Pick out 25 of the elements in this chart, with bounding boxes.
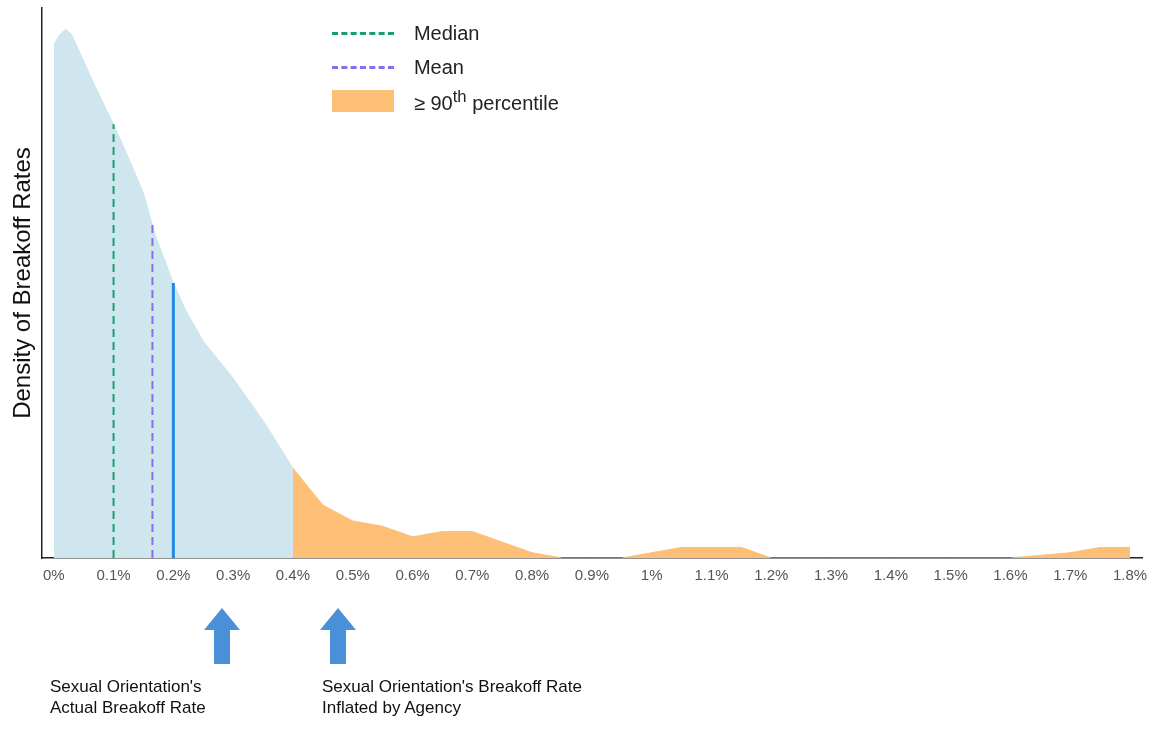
x-tick-label: 1.2% (754, 566, 789, 584)
x-tick-label: 0.9% (574, 566, 609, 584)
text: Sexual Orientation's Actual Breakoff Rate (50, 676, 207, 718)
legend-label: ≥ 90$^{th}$ percentile (413, 87, 559, 115)
y-axis-title: Density of Breakoff Rates (8, 147, 36, 419)
x-tick-label: 0.5% (335, 566, 370, 584)
x-tick-label: 0.2% (156, 566, 191, 584)
x-tick-label: 0.4% (275, 566, 311, 584)
x-tick-label: 0.6% (395, 566, 430, 584)
legend-label: Median (413, 21, 480, 45)
x-tick-label: 1.6% (993, 566, 1028, 584)
x-tick-label: 1.1% (694, 566, 729, 584)
x-tick-label: 0.8% (515, 566, 550, 584)
x-tick-label: 1.5% (933, 566, 968, 584)
x-tick-label: 1.8% (1112, 566, 1148, 584)
x-tick-label: 0.7% (455, 566, 490, 584)
x-tick-label: 1.7% (1053, 566, 1088, 584)
x-tick-label: 0.3% (216, 566, 251, 584)
legend-label: Mean (413, 55, 464, 79)
x-tick-label: 1.3% (813, 566, 849, 584)
x-tick-label: 0.1% (96, 566, 131, 584)
x-tick-label: 1% (640, 566, 663, 584)
x-tick-label: 1.4% (873, 566, 908, 584)
x-tick-label: 0% (42, 566, 65, 584)
text: Sexual Orientation's Breakoff Rate Inflated by Agency (322, 676, 583, 718)
